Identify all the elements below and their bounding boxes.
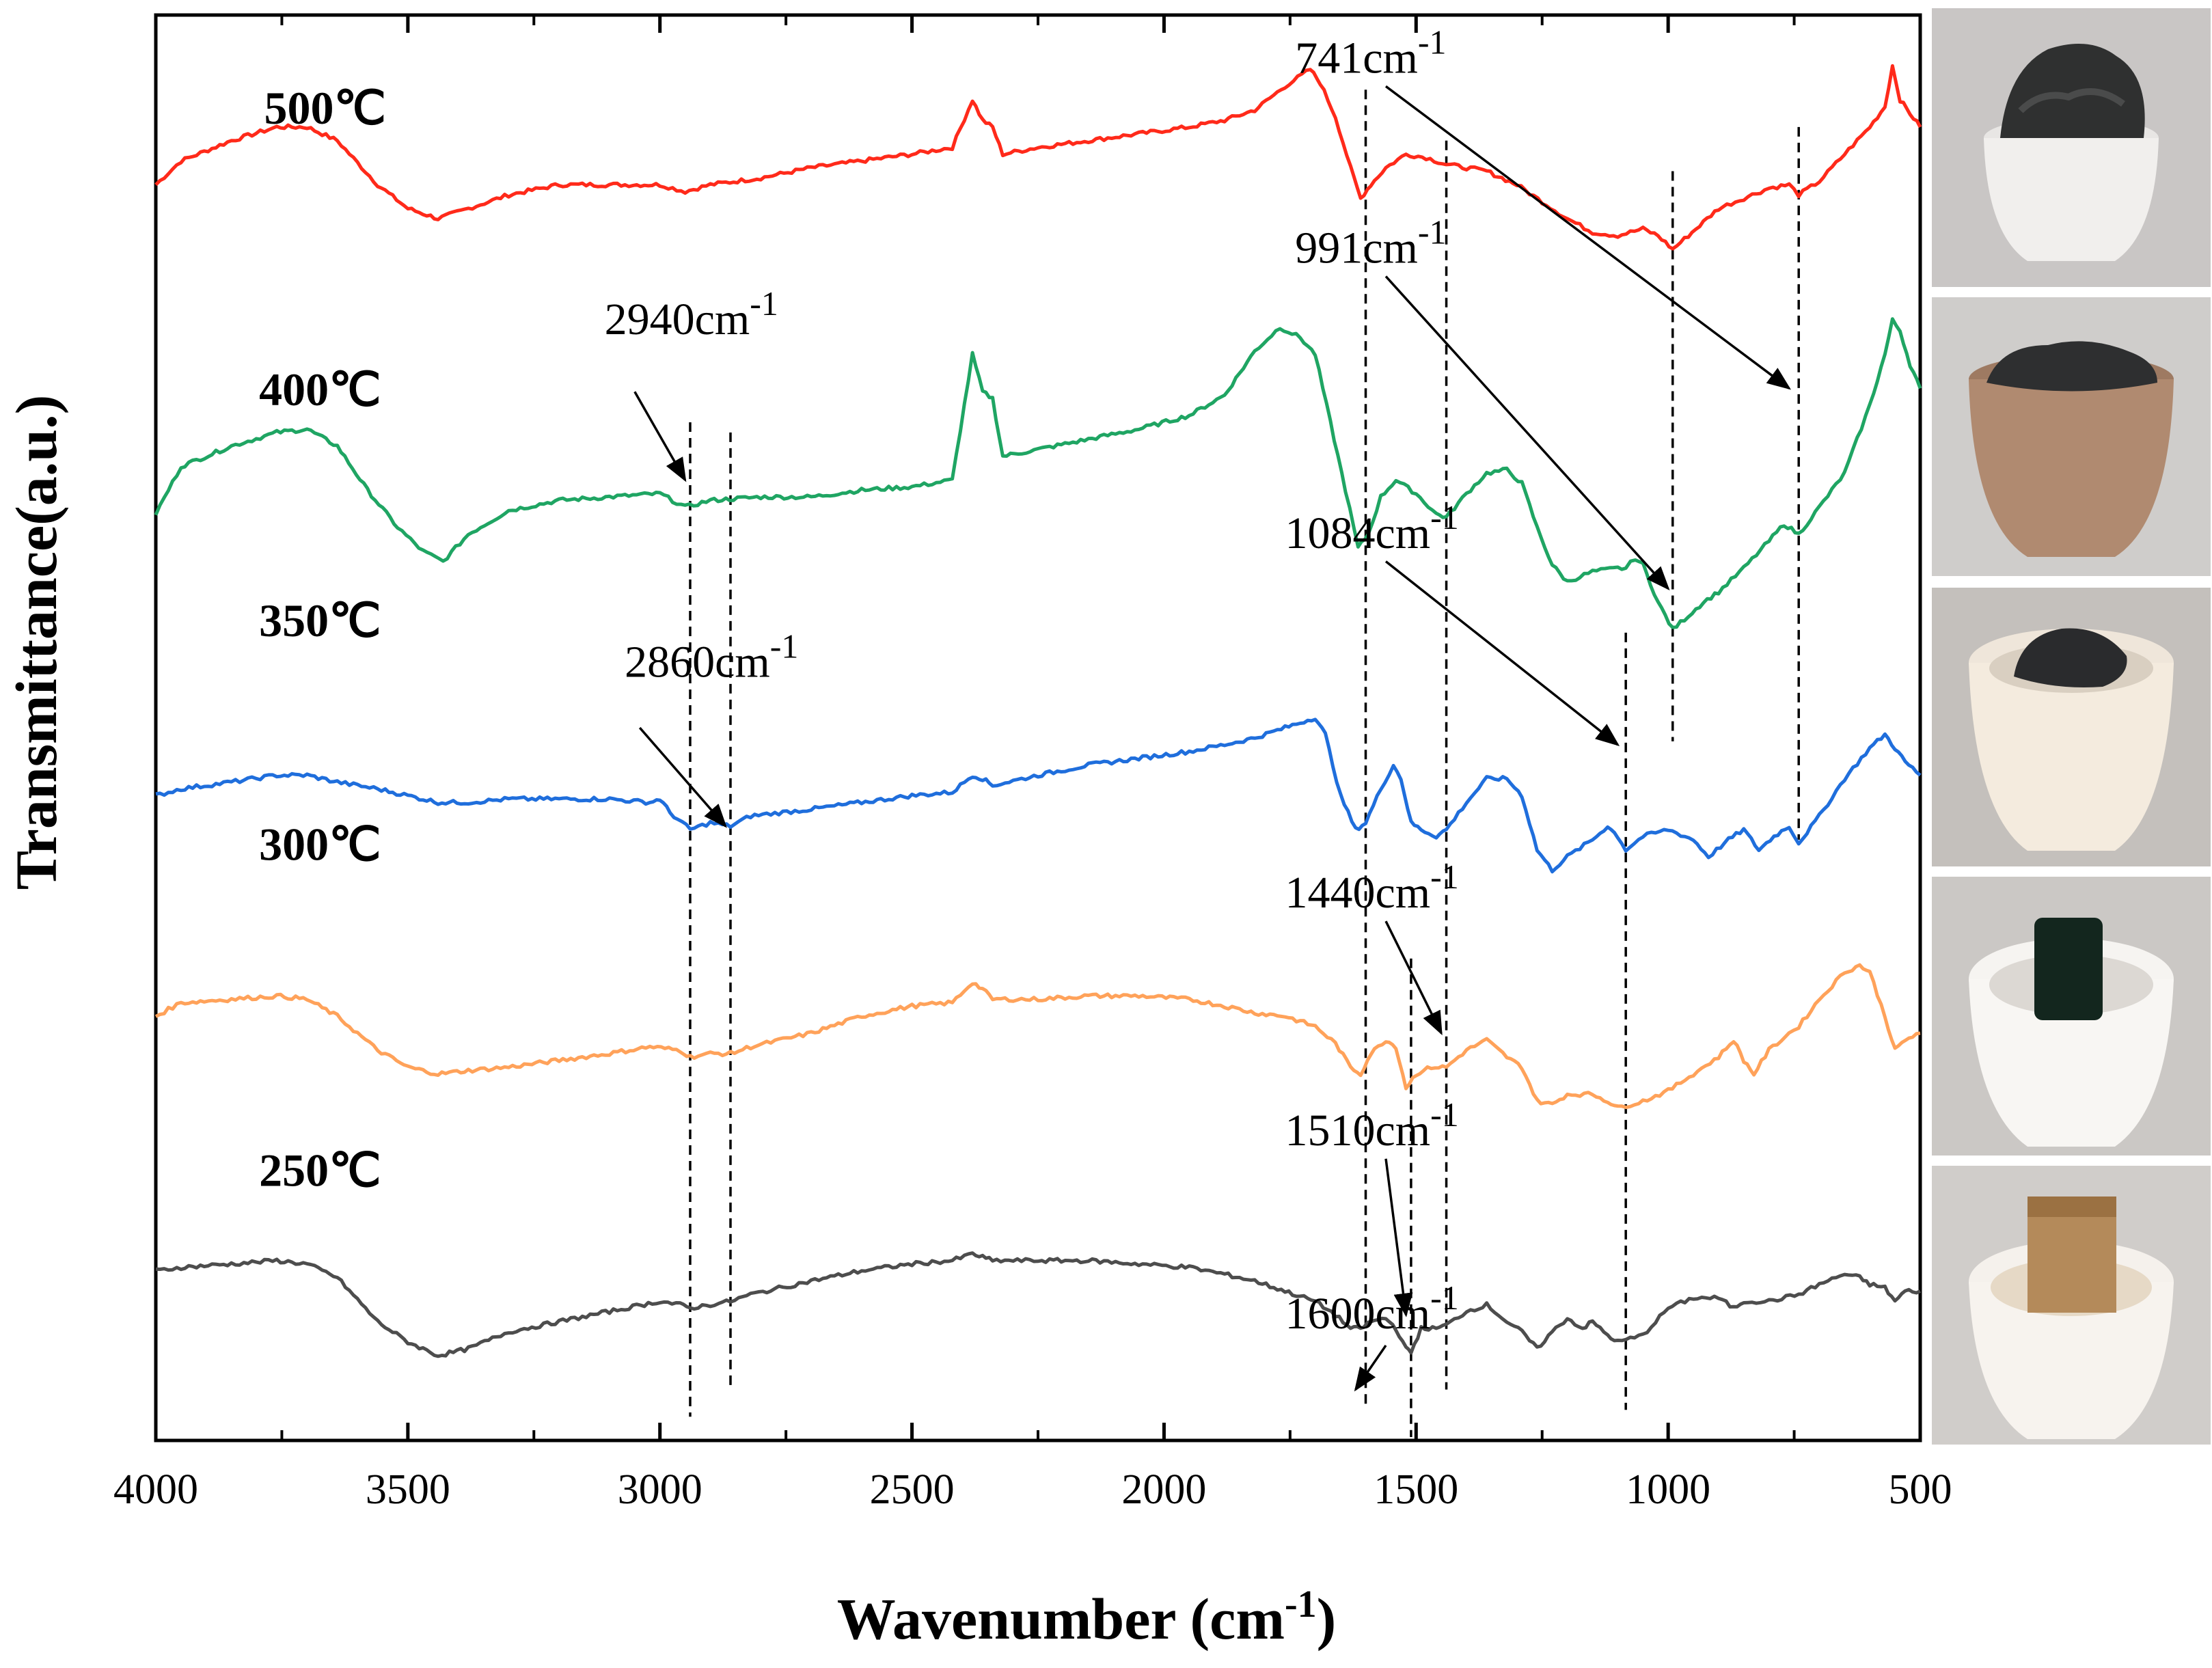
annotation-label-sup: -1	[1430, 858, 1459, 896]
photo-300	[1932, 877, 2211, 1156]
x-axis-title-close: )	[1317, 1586, 1337, 1652]
crucible-500-image	[1932, 8, 2211, 287]
crucible-250-image	[1932, 1166, 2211, 1445]
annotation-arrow	[1384, 920, 1443, 1036]
x-tick-label: 3000	[618, 1466, 702, 1513]
x-axis-title-sup: -1	[1285, 1583, 1317, 1626]
annotation-label-main: 991cm	[1295, 223, 1418, 273]
x-tick-label: 1500	[1374, 1466, 1458, 1513]
annotation-label-sup: -1	[1430, 1095, 1459, 1134]
temperature-label: 350℃	[259, 594, 381, 646]
x-tick-label: 4000	[113, 1466, 198, 1513]
tick-layer: 4000 3500 3000 2500 2000 1500 1000 500	[113, 15, 1952, 1513]
annotation-label-main: 2860cm	[625, 638, 770, 687]
x-tick-label: 2500	[870, 1466, 955, 1513]
annotation-arrow	[1384, 275, 1670, 590]
annotation-label-main: 741cm	[1295, 33, 1418, 83]
temperature-label: 400℃	[259, 364, 381, 415]
crucible-300-image	[1932, 877, 2211, 1156]
series-line-400℃	[154, 317, 1922, 629]
temperature-label: 300℃	[259, 819, 381, 871]
crucible-350-image	[1932, 588, 2211, 866]
annotation-arrow	[1384, 85, 1791, 390]
annotation-label-main: 1084cm	[1285, 508, 1430, 558]
temperature-label: 500℃	[264, 82, 386, 134]
x-tick-label: 500	[1889, 1466, 1952, 1513]
annotation-arrow	[1354, 1344, 1387, 1392]
x-axis-title-main: Wavenumber (cm	[837, 1586, 1285, 1652]
annotation-label: 991cm-1	[1295, 213, 1446, 273]
annotation-arrow	[638, 726, 727, 828]
annotation-label-main: 1440cm	[1285, 868, 1430, 918]
annotation-label: 2940cm-1	[605, 284, 778, 344]
annotation-label-sup: -1	[770, 627, 799, 666]
annotation-label-sup: -1	[1418, 23, 1447, 61]
series-layer: 500℃ 400℃ 350℃ 300℃ 250℃	[154, 64, 1922, 1358]
temperature-label: 250℃	[259, 1145, 381, 1197]
annotation-label-sup: -1	[1418, 213, 1447, 251]
photo-400	[1932, 297, 2211, 576]
series-line-300℃	[154, 963, 1921, 1110]
annotation-label-main: 1510cm	[1285, 1106, 1430, 1156]
annotation-label-sup: -1	[1430, 498, 1459, 536]
crucible-400-image	[1932, 297, 2211, 576]
annotation-label: 741cm-1	[1295, 23, 1446, 83]
annotation-label: 1440cm-1	[1285, 858, 1458, 918]
x-tick-label: 1000	[1626, 1466, 1710, 1513]
annotation-label: 1510cm-1	[1285, 1095, 1458, 1156]
photo-250	[1932, 1166, 2211, 1445]
x-tick-label: 2000	[1121, 1466, 1206, 1513]
y-axis-title: Transmittance(a.u.)	[3, 395, 69, 890]
annotation-layer: 741cm-1991cm-12940cm-11084cm-12860cm-114…	[605, 23, 1791, 1392]
annotation-label-sup: -1	[1430, 1279, 1459, 1317]
photo-350	[1932, 588, 2211, 866]
photo-500	[1932, 8, 2211, 287]
annotation-arrow	[633, 391, 687, 482]
series-line-500℃	[154, 64, 1922, 251]
annotation-label-main: 2940cm	[605, 295, 750, 344]
x-tick-label: 3500	[366, 1466, 450, 1513]
annotation-arrow	[1384, 1158, 1413, 1317]
annotation-label: 1600cm-1	[1285, 1279, 1458, 1339]
annotation-label-sup: -1	[750, 284, 778, 323]
series-line-350℃	[155, 717, 1922, 874]
x-axis-title: Wavenumber (cm-1)	[837, 1583, 1337, 1652]
annotation-label: 1084cm-1	[1285, 498, 1458, 558]
annotation-arrow	[1384, 560, 1620, 747]
dashed-marker-layer	[689, 90, 1800, 1438]
annotation-label-main: 1600cm	[1285, 1289, 1430, 1339]
series-line-250℃	[155, 1251, 1922, 1358]
annotation-label: 2860cm-1	[625, 627, 798, 687]
